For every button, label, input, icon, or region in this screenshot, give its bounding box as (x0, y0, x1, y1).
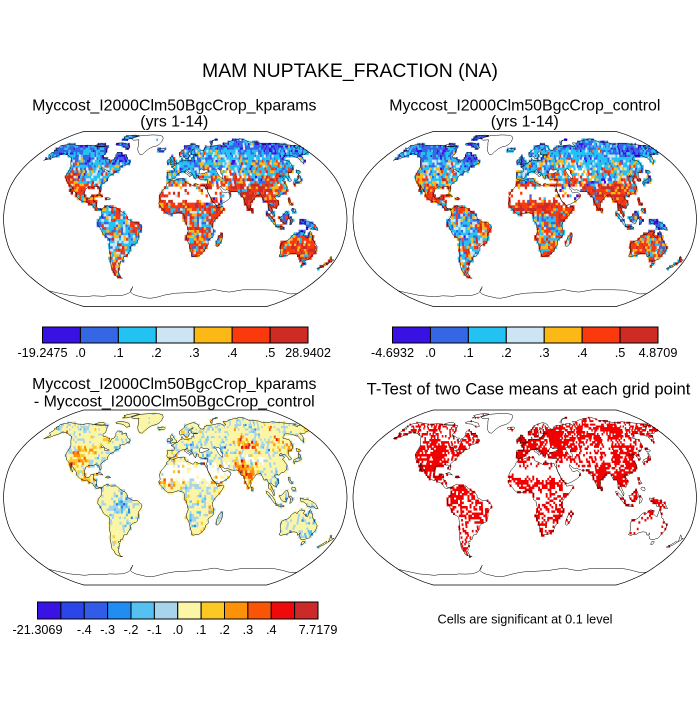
svg-text:.3: .3 (243, 623, 254, 637)
svg-text:.0: .0 (75, 346, 86, 360)
svg-text:.4: .4 (227, 346, 238, 360)
svg-text:-21.3069: -21.3069 (12, 623, 62, 637)
svg-text:.1: .1 (196, 623, 207, 637)
svg-text:.2: .2 (501, 346, 512, 360)
svg-text:(yrs 1-14): (yrs 1-14) (491, 114, 559, 131)
svg-text:.2: .2 (151, 346, 162, 360)
svg-text:-.3: -.3 (100, 623, 115, 637)
svg-text:28.9402: 28.9402 (285, 346, 331, 360)
svg-text:.0: .0 (173, 623, 184, 637)
svg-text:.3: .3 (539, 346, 550, 360)
svg-text:.1: .1 (113, 346, 124, 360)
svg-text:.5: .5 (615, 346, 626, 360)
svg-text:- Myccost_I2000Clm50BgcCrop_co: - Myccost_I2000Clm50BgcCrop_control (34, 394, 315, 411)
svg-text:-19.2475: -19.2475 (17, 346, 67, 360)
svg-text:-.2: -.2 (124, 623, 139, 637)
svg-text:.4: .4 (266, 623, 277, 637)
svg-text:-.1: -.1 (147, 623, 162, 637)
svg-text:4.8709: 4.8709 (639, 346, 678, 360)
svg-text:-.4: -.4 (77, 623, 92, 637)
svg-text:.4: .4 (577, 346, 588, 360)
svg-text:.5: .5 (265, 346, 276, 360)
svg-text:Myccost_I2000Clm50BgcCrop_cont: Myccost_I2000Clm50BgcCrop_control (389, 98, 660, 115)
svg-text:-4.6932: -4.6932 (371, 346, 414, 360)
svg-text:Myccost_I2000Clm50BgcCrop_kpar: Myccost_I2000Clm50BgcCrop_kparams (32, 98, 316, 115)
svg-text:(yrs 1-14): (yrs 1-14) (140, 114, 208, 131)
svg-text:T-Test of two Case means at ea: T-Test of two Case means at each grid po… (367, 380, 691, 399)
svg-text:.2: .2 (219, 623, 230, 637)
svg-text:MAM NUPTAKE_FRACTION (NA): MAM NUPTAKE_FRACTION (NA) (202, 60, 498, 82)
svg-text:.1: .1 (463, 346, 474, 360)
svg-text:Cells are significant at 0.1 l: Cells are significant at 0.1 level (438, 613, 613, 627)
svg-text:.0: .0 (425, 346, 436, 360)
svg-text:Myccost_I2000Clm50BgcCrop_kpar: Myccost_I2000Clm50BgcCrop_kparams (32, 376, 316, 393)
svg-text:7.7179: 7.7179 (299, 623, 338, 637)
svg-text:.3: .3 (189, 346, 200, 360)
